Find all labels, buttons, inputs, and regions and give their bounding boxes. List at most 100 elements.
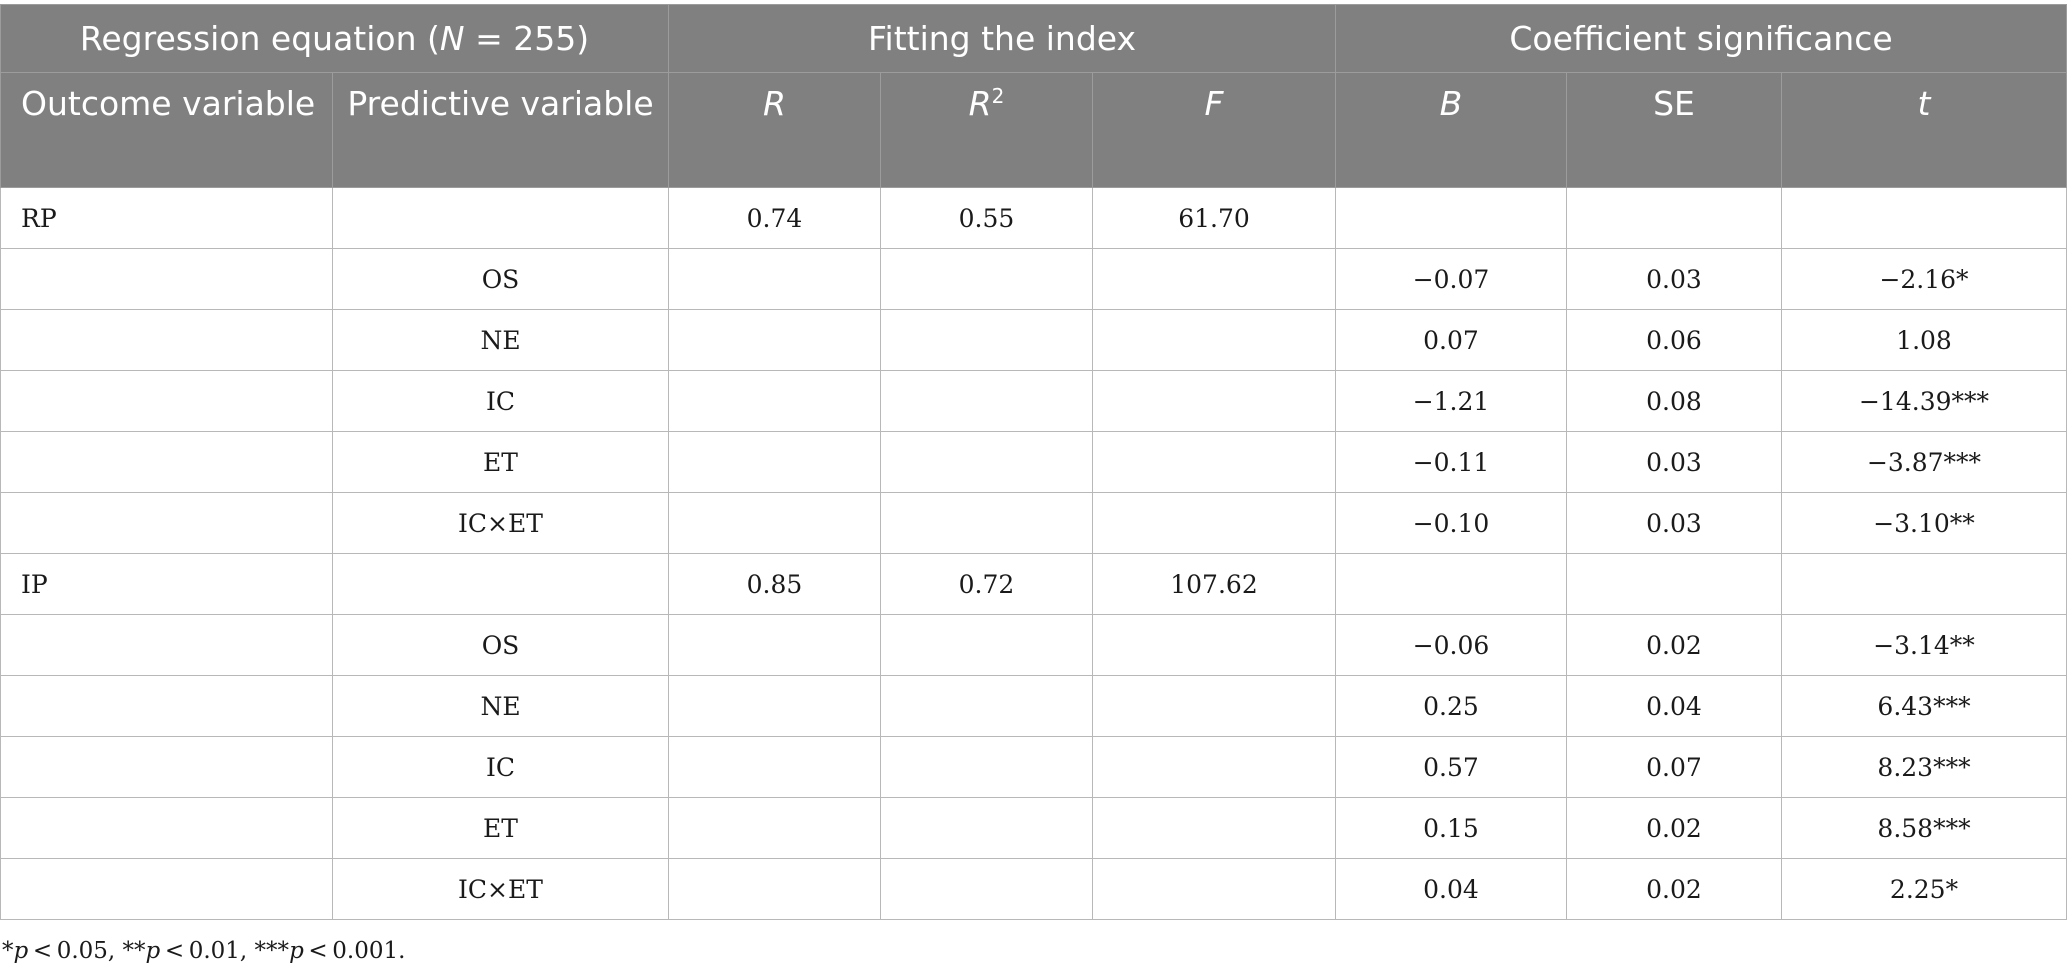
- t-cell: −3.87***: [1780, 431, 2068, 493]
- outcome-cell: [0, 736, 333, 798]
- r2-cell: [880, 614, 1093, 676]
- r2-cell: [880, 248, 1093, 310]
- se-cell: 0.02: [1566, 797, 1782, 859]
- se-cell: [1566, 187, 1782, 249]
- r-cell: [668, 248, 881, 310]
- r-cell: [668, 675, 881, 737]
- t-cell: −3.14**: [1780, 614, 2068, 676]
- r-cell: [668, 431, 881, 493]
- t-header: t: [1780, 72, 2068, 188]
- column-header-row: Outcome variable Predictive variable R R…: [0, 72, 2068, 188]
- r-cell: [668, 309, 881, 371]
- table-row: ET −0.11 0.03 −3.87***: [0, 431, 2068, 493]
- predictor-cell: IC: [332, 370, 669, 432]
- b-cell: [1335, 553, 1567, 615]
- r2-cell: [880, 858, 1093, 920]
- b-cell: −1.21: [1335, 370, 1567, 432]
- r-cell: 0.74: [668, 187, 881, 249]
- t-cell: −2.16*: [1780, 248, 2068, 310]
- table-row: IC×ET 0.04 0.02 2.25*: [0, 858, 2068, 920]
- table-row: NE 0.07 0.06 1.08: [0, 309, 2068, 371]
- table-row: IC 0.57 0.07 8.23***: [0, 736, 2068, 798]
- predictor-cell: OS: [332, 614, 669, 676]
- f-header: F: [1092, 72, 1336, 188]
- t-cell: 1.08: [1780, 309, 2068, 371]
- b-cell: −0.10: [1335, 492, 1567, 554]
- predictor-cell: ET: [332, 797, 669, 859]
- predictor-cell: ET: [332, 431, 669, 493]
- r-header: R: [668, 72, 881, 188]
- f-cell: 107.62: [1092, 553, 1336, 615]
- r2-cell: [880, 797, 1093, 859]
- r2-header: R2: [880, 72, 1093, 188]
- table-row: ET 0.15 0.02 8.58***: [0, 797, 2068, 859]
- se-header: SE: [1566, 72, 1782, 188]
- r-cell: [668, 858, 881, 920]
- t-cell: 6.43***: [1780, 675, 2068, 737]
- f-cell: [1092, 309, 1336, 371]
- b-header: B: [1335, 72, 1567, 188]
- f-cell: [1092, 248, 1336, 310]
- b-cell: 0.07: [1335, 309, 1567, 371]
- r2-cell: [880, 675, 1093, 737]
- se-cell: [1566, 553, 1782, 615]
- table-row: RP 0.74 0.55 61.70: [0, 187, 2068, 249]
- b-cell: [1335, 187, 1567, 249]
- se-cell: 0.08: [1566, 370, 1782, 432]
- table-row: NE 0.25 0.04 6.43***: [0, 675, 2068, 737]
- outcome-cell: IP: [0, 553, 333, 615]
- fitting-index-header: Fitting the index: [668, 4, 1336, 73]
- r-cell: [668, 492, 881, 554]
- table-row: IC×ET −0.10 0.03 −3.10**: [0, 492, 2068, 554]
- outcome-cell: [0, 858, 333, 920]
- r2-cell: [880, 309, 1093, 371]
- predictor-cell: IC: [332, 736, 669, 798]
- predictive-variable-header: Predictive variable: [332, 72, 669, 188]
- outcome-variable-header: Outcome variable: [0, 72, 333, 188]
- outcome-cell: RP: [0, 187, 333, 249]
- r2-cell: [880, 370, 1093, 432]
- t-cell: [1780, 187, 2068, 249]
- t-cell: 2.25*: [1780, 858, 2068, 920]
- table-row: IP 0.85 0.72 107.62: [0, 553, 2068, 615]
- table-body: RP 0.74 0.55 61.70 OS −0.07 0.03 −2.16* NE 0.07 0.…: [0, 187, 2068, 920]
- f-cell: [1092, 492, 1336, 554]
- table-header: Regression equation (N = 255) Fitting th…: [0, 4, 2068, 188]
- se-cell: 0.06: [1566, 309, 1782, 371]
- predictor-cell: IC×ET: [332, 858, 669, 920]
- outcome-cell: [0, 370, 333, 432]
- significance-footnote: *p < 0.05, **p < 0.01, ***p < 0.001.: [2, 938, 406, 964]
- predictor-cell: [332, 187, 669, 249]
- b-cell: 0.57: [1335, 736, 1567, 798]
- table-row: IC −1.21 0.08 −14.39***: [0, 370, 2068, 432]
- b-cell: 0.15: [1335, 797, 1567, 859]
- r-cell: [668, 797, 881, 859]
- regression-table: Regression equation (N = 255) Fitting th…: [0, 4, 2068, 920]
- r2-cell: [880, 431, 1093, 493]
- se-cell: 0.03: [1566, 492, 1782, 554]
- outcome-cell: [0, 492, 333, 554]
- predictor-cell: NE: [332, 675, 669, 737]
- f-cell: [1092, 614, 1336, 676]
- se-cell: 0.03: [1566, 248, 1782, 310]
- outcome-cell: [0, 248, 333, 310]
- group-header-row: Regression equation (N = 255) Fitting th…: [0, 4, 2068, 73]
- t-cell: [1780, 553, 2068, 615]
- se-cell: 0.07: [1566, 736, 1782, 798]
- predictor-cell: NE: [332, 309, 669, 371]
- r-cell: [668, 736, 881, 798]
- se-cell: 0.03: [1566, 431, 1782, 493]
- f-cell: [1092, 858, 1336, 920]
- t-cell: −14.39***: [1780, 370, 2068, 432]
- b-cell: 0.25: [1335, 675, 1567, 737]
- r-cell: 0.85: [668, 553, 881, 615]
- t-cell: −3.10**: [1780, 492, 2068, 554]
- f-cell: 61.70: [1092, 187, 1336, 249]
- r2-cell: [880, 492, 1093, 554]
- f-cell: [1092, 736, 1336, 798]
- r2-cell: [880, 736, 1093, 798]
- predictor-cell: OS: [332, 248, 669, 310]
- r2-cell: 0.55: [880, 187, 1093, 249]
- regression-equation-header: Regression equation (N = 255): [0, 4, 669, 73]
